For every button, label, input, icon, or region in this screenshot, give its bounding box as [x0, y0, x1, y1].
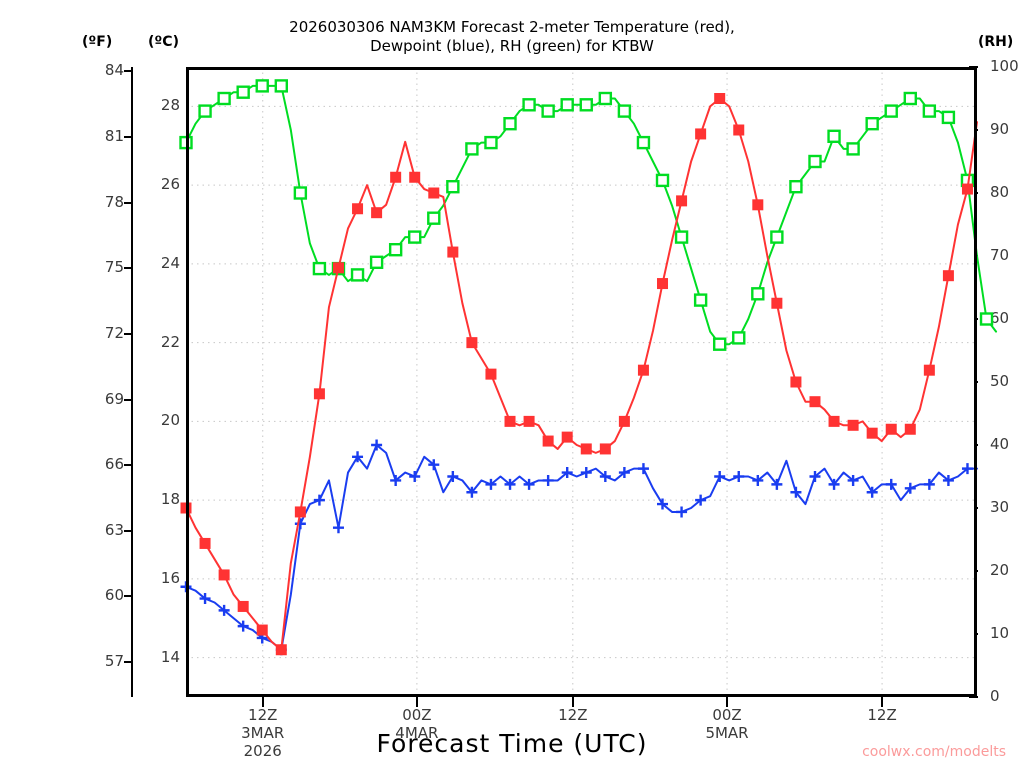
series-layer: [179, 79, 998, 656]
fahrenheit-tick-label: 81: [104, 127, 124, 145]
time-label-hour: 00Z: [712, 706, 742, 724]
fahrenheit-axis-caption: (ºF): [82, 34, 113, 50]
rh-tick-label: 0: [990, 687, 1000, 705]
fahrenheit-tickmark: [124, 661, 133, 663]
celsius-tick-label: 16: [160, 568, 180, 587]
fahrenheit-tickmark: [124, 595, 133, 598]
time-axis-tick-label: 12Z 3MAR 2026: [203, 706, 323, 760]
rh-tick-label: 80: [990, 183, 1010, 201]
rh-tick-label: 90: [990, 120, 1010, 138]
celsius-tick-label: 26: [160, 175, 180, 194]
rh-tick-label: 30: [990, 498, 1010, 516]
fahrenheit-axis-spine: [131, 67, 133, 697]
celsius-tick-label: 28: [160, 96, 180, 115]
series-rh: [179, 79, 998, 351]
time-label-date: 4MAR: [395, 724, 439, 742]
celsius-tick-label: 24: [160, 253, 180, 272]
rh-tick-label: 50: [990, 372, 1010, 390]
chart-title-line2: Dewpoint (blue), RH (green) for KTBW: [370, 37, 654, 55]
fahrenheit-tickmark: [124, 70, 133, 73]
celsius-tick-label: 22: [160, 332, 180, 351]
fahrenheit-tickmark: [124, 332, 133, 335]
xaxis-title: Forecast Time (UTC): [376, 729, 648, 758]
fahrenheit-tick-label: 69: [104, 389, 124, 408]
fahrenheit-tick-label: 75: [104, 258, 124, 277]
series-temperature: [180, 93, 978, 656]
chart-title: 2026030306 NAM3KM Forecast 2-meter Tempe…: [0, 18, 1024, 56]
rh-tick-label: 10: [990, 624, 1010, 642]
plot-area: [179, 67, 998, 697]
celsius-tick-label: 20: [160, 411, 180, 430]
rh-axis-caption: (RH): [978, 34, 1014, 50]
fahrenheit-tickmark: [124, 136, 133, 138]
fahrenheit-tickmark: [124, 529, 133, 532]
time-axis-tick-label: 00Z 4MAR: [357, 706, 477, 742]
fahrenheit-tickmark: [124, 201, 133, 204]
time-axis-tick-label: 12Z: [513, 706, 633, 724]
fahrenheit-tick-label: 72: [104, 323, 124, 342]
rh-tick-label: 70: [990, 246, 1010, 264]
time-axis-tickmark: [415, 697, 418, 707]
chart-title-line1: 2026030306 NAM3KM Forecast 2-meter Tempe…: [289, 18, 735, 36]
fahrenheit-tick-label: 63: [104, 520, 124, 539]
fahrenheit-tickmark: [124, 267, 133, 270]
time-axis-tickmark: [571, 697, 574, 707]
rh-tick-label: 20: [990, 561, 1010, 579]
time-axis-tickmark: [726, 697, 729, 707]
rh-tickmark: [969, 696, 978, 698]
rh-tick-label: 60: [990, 309, 1010, 327]
rh-tick-label: 40: [990, 435, 1010, 453]
rh-tick-label: 100: [990, 57, 1019, 75]
fahrenheit-tickmark: [124, 398, 133, 401]
time-label-hour: 12Z: [558, 706, 588, 724]
time-label-hour: 12Z: [867, 706, 897, 724]
celsius-axis-caption: (ºC): [148, 34, 179, 50]
time-axis-tickmark: [261, 697, 264, 707]
time-label-year: 2026: [243, 742, 282, 760]
fahrenheit-tick-label: 84: [104, 61, 124, 80]
time-label-hour: 12Z: [248, 706, 278, 724]
time-label-hour: 00Z: [402, 706, 432, 724]
fahrenheit-tick-label: 66: [104, 455, 124, 474]
celsius-tick-label: 14: [160, 647, 180, 666]
time-label-date: 3MAR: [241, 724, 285, 742]
time-axis-tick-label: 00Z 5MAR: [667, 706, 787, 742]
fahrenheit-tick-label: 57: [104, 652, 124, 670]
time-label-date: 5MAR: [705, 724, 749, 742]
time-axis-tickmark: [881, 697, 884, 707]
watermark-credit: coolwx.com/modelts: [862, 744, 1006, 760]
fahrenheit-tick-label: 60: [104, 586, 124, 605]
fahrenheit-tickmark: [124, 464, 133, 467]
fahrenheit-tick-label: 78: [104, 192, 124, 211]
celsius-tick-label: 18: [160, 490, 180, 509]
series-dewpoint: [180, 439, 978, 656]
time-axis-tick-label: 12Z: [822, 706, 942, 724]
